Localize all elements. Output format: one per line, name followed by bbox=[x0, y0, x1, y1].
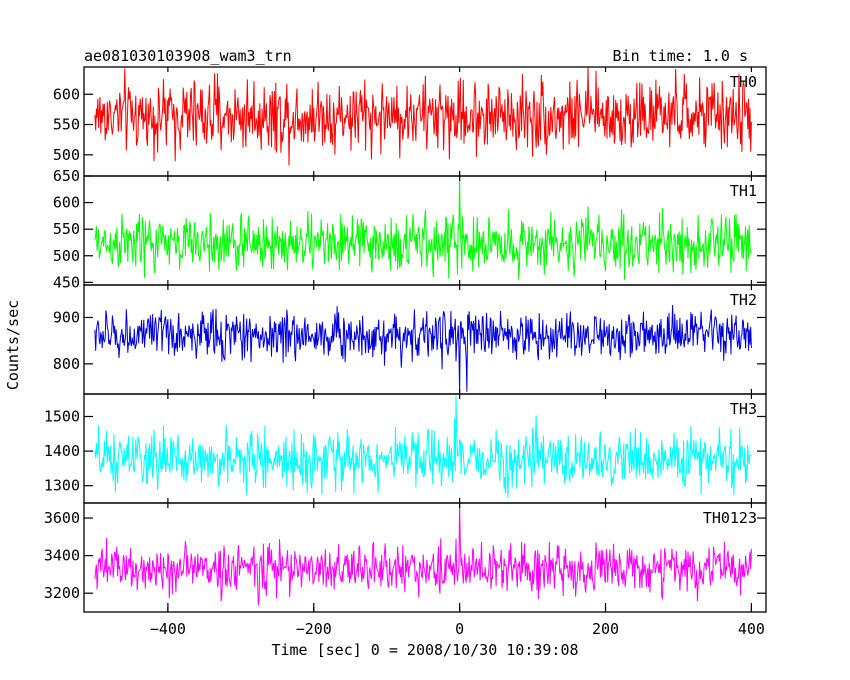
series-line-th0123 bbox=[94, 503, 752, 606]
panel-frame bbox=[83, 502, 767, 613]
y-tick-label: 3400 bbox=[44, 547, 80, 565]
y-tick-label: 3200 bbox=[44, 584, 80, 602]
y-tick-label: 500 bbox=[53, 146, 80, 164]
x-tick-label: −400 bbox=[150, 620, 186, 638]
panel-th3: 1300 1400 1500 TH3 bbox=[44, 393, 767, 504]
figure-title: ae081030103908_wam3_trn bbox=[84, 47, 292, 65]
series-line-th2 bbox=[94, 305, 752, 393]
y-tick-label: 3600 bbox=[44, 509, 80, 527]
y-tick-label: 450 bbox=[53, 273, 80, 291]
panel-th0: 500 550 600 TH0 bbox=[53, 66, 767, 177]
panel-th1: 450 500 550 600 650 TH1 bbox=[53, 167, 767, 291]
y-tick-label: 1400 bbox=[44, 442, 80, 460]
series-line-th1 bbox=[94, 176, 752, 280]
y-axis-label: Counts/sec bbox=[4, 300, 22, 390]
series-label-th1: TH1 bbox=[730, 182, 757, 200]
panel-frame bbox=[83, 393, 767, 504]
x-tick-label: 0 bbox=[455, 620, 464, 638]
series-line-th0 bbox=[94, 67, 752, 166]
panels-group: 500 550 600 TH0 450 500 550 600 650 TH1 800 900 TH2 1… bbox=[44, 66, 767, 613]
y-tick-label: 1300 bbox=[44, 477, 80, 495]
y-tick-label: 500 bbox=[53, 247, 80, 265]
bin-time-label: Bin time: 1.0 s bbox=[613, 47, 748, 65]
series-label-th0123: TH0123 bbox=[703, 509, 757, 527]
series-line-th3 bbox=[94, 395, 752, 498]
x-axis: −400 −200 0 200 400 bbox=[150, 603, 765, 638]
series-label-th2: TH2 bbox=[730, 291, 757, 309]
panel-th2: 800 900 TH2 bbox=[53, 284, 767, 395]
x-tick-label: 200 bbox=[592, 620, 619, 638]
y-tick-label: 800 bbox=[53, 355, 80, 373]
x-axis-label: Time [sec] 0 = 2008/10/30 10:39:08 bbox=[271, 641, 578, 659]
series-label-th0: TH0 bbox=[730, 73, 757, 91]
x-tick-label: −200 bbox=[296, 620, 332, 638]
y-tick-label: 1500 bbox=[44, 407, 80, 425]
y-tick-label: 550 bbox=[53, 116, 80, 134]
series-label-th3: TH3 bbox=[730, 400, 757, 418]
y-tick-label: 650 bbox=[53, 167, 80, 185]
y-tick-label: 900 bbox=[53, 308, 80, 326]
y-tick-label: 600 bbox=[53, 85, 80, 103]
x-tick-label: 400 bbox=[738, 620, 765, 638]
y-tick-label: 600 bbox=[53, 194, 80, 212]
panel-th0123: 3200 3400 3600 TH0123 bbox=[44, 502, 767, 613]
y-tick-label: 550 bbox=[53, 220, 80, 238]
